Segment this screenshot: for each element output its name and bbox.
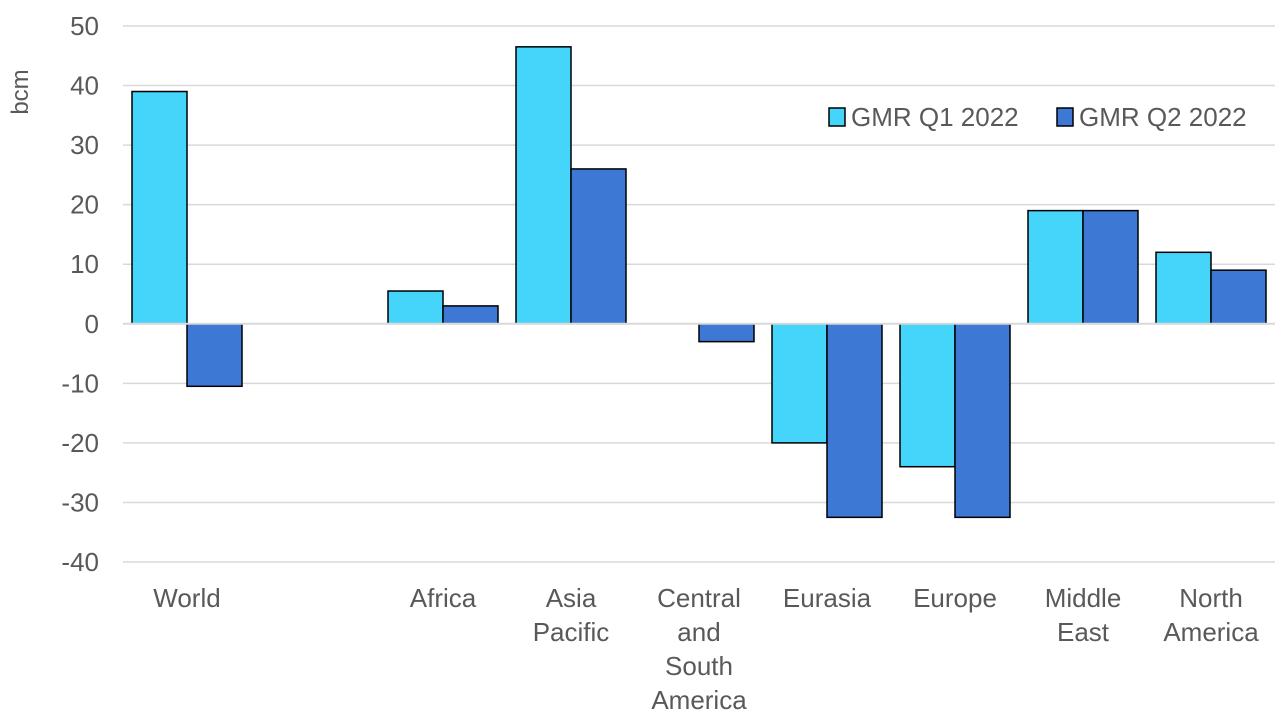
x-category-label-line: and [677, 617, 720, 647]
bar-1-2 [387, 290, 444, 325]
y-tick-label: 10 [70, 249, 99, 279]
legend-swatch [828, 107, 846, 127]
x-category-label-line: South [665, 651, 733, 681]
x-category-label-line: East [1057, 617, 1110, 647]
x-category-label-line: Europe [913, 583, 997, 613]
bar-2-6 [954, 323, 1011, 519]
x-axis-categories: World Africa Asia Pacific Central and South Ame… [153, 583, 1259, 714]
x-category-label: Middle East [1045, 583, 1122, 647]
y-axis-title: bcm [7, 69, 34, 114]
x-category-label-line: Pacific [533, 617, 610, 647]
x-category-label: Africa [410, 583, 477, 613]
x-category-label-line: America [1163, 617, 1259, 647]
y-tick-label: -40 [61, 547, 99, 577]
bar-2-5 [826, 323, 883, 519]
bar-2-7 [1082, 209, 1139, 325]
y-tick-label: -30 [61, 487, 99, 517]
y-tick-label: -10 [61, 368, 99, 398]
bar-1-6 [899, 323, 956, 468]
x-category-label: World [153, 583, 220, 613]
bar-2-0 [186, 323, 243, 388]
x-category-label-line: Central [657, 583, 741, 613]
y-tick-label: 20 [70, 190, 99, 220]
bar-2-3 [570, 168, 627, 325]
x-category-label-line: North [1179, 583, 1243, 613]
legend-swatch [1056, 107, 1074, 127]
bar-1-3 [515, 46, 572, 325]
x-category-label-line: Eurasia [783, 583, 872, 613]
bar-1-8 [1155, 251, 1212, 325]
y-tick-label: 30 [70, 130, 99, 160]
bar-2-2 [442, 305, 499, 325]
y-axis-ticks: 50 40 30 20 10 0 -10 -20 -30 -40 [61, 11, 99, 577]
x-category-label: Eurasia [783, 583, 872, 613]
bar-2-4 [698, 323, 755, 343]
x-category-label: Europe [913, 583, 997, 613]
y-tick-label: 40 [70, 71, 99, 101]
bar-1-5 [771, 323, 828, 444]
x-category-label: North America [1163, 583, 1259, 647]
bar-1-7 [1027, 209, 1084, 325]
x-category-label-line: America [651, 685, 747, 714]
y-tick-label: 0 [85, 309, 99, 339]
legend-label: GMR Q1 2022 [851, 102, 1019, 132]
bar-1-0 [131, 90, 188, 325]
x-category-label: Central and South America [651, 583, 747, 714]
x-category-label: Asia Pacific [533, 583, 610, 647]
legend: GMR Q1 2022 GMR Q2 2022 [828, 102, 1247, 132]
bar-2-8 [1210, 269, 1267, 325]
legend-label: GMR Q2 2022 [1079, 102, 1247, 132]
y-tick-label: -20 [61, 428, 99, 458]
y-tick-label: 50 [70, 11, 99, 41]
x-category-label-line: Asia [546, 583, 597, 613]
bars [131, 46, 1267, 519]
x-category-label-line: Africa [410, 583, 477, 613]
x-category-label-line: World [153, 583, 220, 613]
x-category-label-line: Middle [1045, 583, 1122, 613]
